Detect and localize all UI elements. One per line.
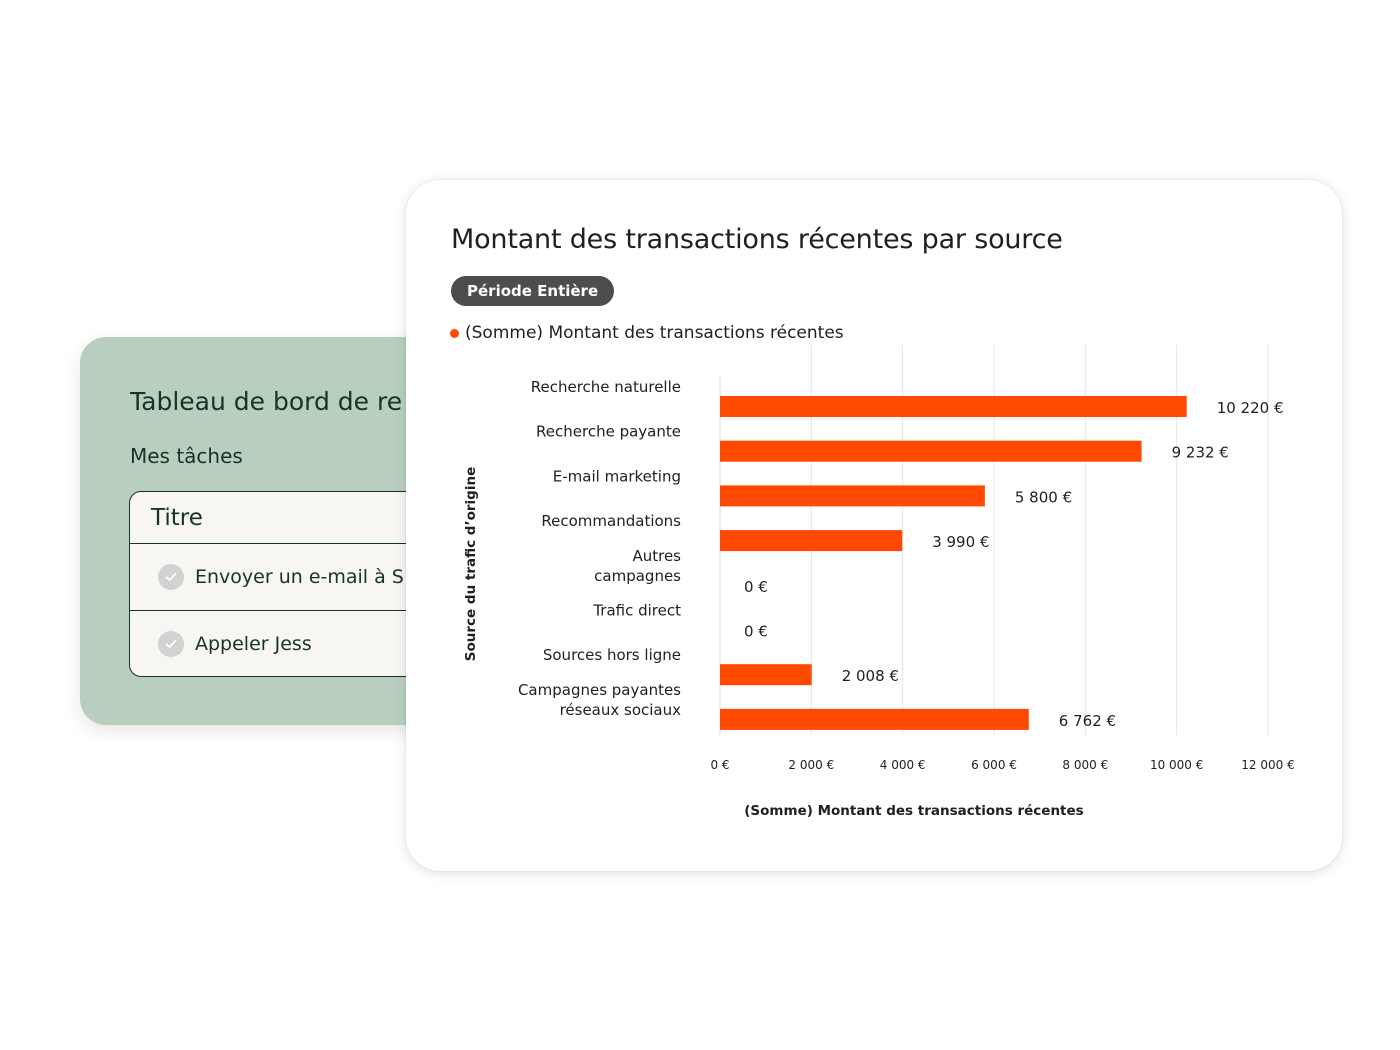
x-axis-title: (Somme) Montant des transactions récente… xyxy=(744,803,1083,819)
bar xyxy=(720,664,812,686)
category-label: campagnes xyxy=(594,567,681,585)
x-tick-label: 12 000 € xyxy=(1241,758,1294,772)
data-label: 2 008 € xyxy=(842,667,899,685)
x-tick-label: 6 000 € xyxy=(971,758,1017,772)
category-label: Sources hors ligne xyxy=(543,646,681,664)
category-label: E-mail marketing xyxy=(553,467,681,485)
data-label: 0 € xyxy=(744,623,768,641)
check-circle-icon[interactable] xyxy=(158,564,184,590)
data-label: 6 762 € xyxy=(1059,712,1116,730)
category-label: Recherche naturelle xyxy=(531,378,681,396)
chart-title: Montant des transactions récentes par so… xyxy=(451,224,1063,255)
category-label: Recommandations xyxy=(541,512,681,530)
data-label: 3 990 € xyxy=(932,533,989,551)
x-tick-label: 4 000 € xyxy=(880,758,926,772)
check-circle-icon[interactable] xyxy=(158,631,184,657)
legend-marker xyxy=(450,328,459,338)
chart-card: Montant des transactions récentes par so… xyxy=(406,180,1342,871)
data-label: 9 232 € xyxy=(1172,444,1229,462)
task-row[interactable]: Envoyer un e-mail à S xyxy=(130,544,500,610)
tasks-heading: Mes tâches xyxy=(130,444,243,468)
task-label: Envoyer un e-mail à S xyxy=(195,566,404,588)
dashboard-title: Tableau de bord de re xyxy=(130,387,403,416)
y-axis-title: Source du trafic d’origine xyxy=(463,467,479,661)
bar xyxy=(720,440,1142,462)
legend-label: (Somme) Montant des transactions récente… xyxy=(465,323,844,343)
bar xyxy=(720,530,903,552)
data-label: 0 € xyxy=(744,578,768,596)
category-label: Recherche payante xyxy=(536,423,681,441)
category-label: Trafic direct xyxy=(592,602,681,620)
category-label: Autres xyxy=(632,547,681,565)
data-label: 5 800 € xyxy=(1015,488,1072,506)
x-tick-label: 8 000 € xyxy=(1062,758,1108,772)
bar xyxy=(720,396,1187,417)
x-tick-label: 10 000 € xyxy=(1150,758,1203,772)
chart-legend: (Somme) Montant des transactions récente… xyxy=(450,323,844,343)
bar xyxy=(720,708,1029,730)
data-label: 10 220 € xyxy=(1217,399,1284,417)
category-label: réseaux sociaux xyxy=(560,701,682,719)
tasks-table-header: Titre xyxy=(130,492,500,544)
period-badge[interactable]: Période Entière xyxy=(451,276,615,306)
category-label: Campagnes payantes xyxy=(518,681,681,699)
bar-chart: 0 € 2 000 € 4 000 € 6 000 € 8 000 € 10 000 € 1… xyxy=(463,345,1295,819)
x-tick-label: 0 € xyxy=(710,758,729,772)
task-row[interactable]: Appeler Jess xyxy=(130,610,500,676)
bar xyxy=(720,485,985,507)
x-tick-label: 2 000 € xyxy=(788,758,834,772)
task-label: Appeler Jess xyxy=(195,633,312,655)
